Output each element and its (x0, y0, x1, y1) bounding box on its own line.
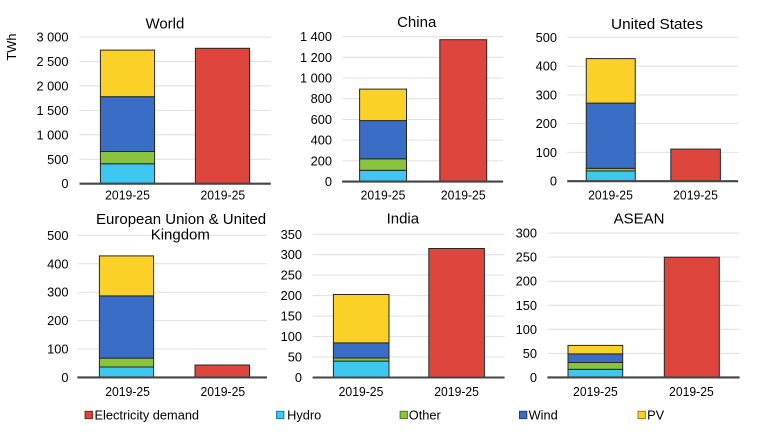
svg-text:2019-25: 2019-25 (200, 188, 245, 203)
svg-text:Kingdom: Kingdom (151, 227, 210, 244)
svg-text:350: 350 (281, 227, 302, 242)
svg-text:500: 500 (536, 30, 557, 45)
svg-text:Electricity demand: Electricity demand (95, 408, 200, 423)
svg-text:200: 200 (516, 274, 537, 289)
svg-text:0: 0 (530, 370, 537, 385)
svg-text:100: 100 (536, 145, 557, 160)
svg-text:Wind: Wind (529, 408, 558, 423)
svg-text:1 000: 1 000 (36, 127, 68, 142)
svg-text:2019-25: 2019-25 (673, 188, 718, 203)
svg-text:1 500: 1 500 (36, 103, 68, 118)
svg-text:200: 200 (536, 116, 557, 131)
svg-text:200: 200 (311, 153, 332, 168)
svg-text:PV: PV (647, 408, 665, 423)
svg-text:2019-25: 2019-25 (441, 188, 486, 203)
svg-text:ASEAN: ASEAN (614, 211, 665, 228)
svg-text:Hydro: Hydro (287, 408, 321, 423)
svg-text:150: 150 (281, 309, 302, 324)
svg-text:400: 400 (47, 256, 68, 271)
svg-text:Other: Other (409, 408, 442, 423)
svg-text:2019-25: 2019-25 (339, 384, 384, 399)
svg-text:0: 0 (550, 174, 557, 189)
svg-text:100: 100 (516, 322, 537, 337)
svg-text:World: World (145, 16, 184, 33)
svg-text:50: 50 (523, 346, 537, 361)
svg-text:2019-25: 2019-25 (105, 188, 150, 203)
svg-text:2019-25: 2019-25 (434, 384, 479, 399)
svg-text:250: 250 (281, 268, 302, 283)
svg-text:TWh: TWh (4, 33, 19, 60)
svg-text:2019-25: 2019-25 (361, 188, 406, 203)
svg-text:600: 600 (311, 112, 332, 127)
svg-text:2 500: 2 500 (36, 54, 68, 69)
svg-text:United States: United States (611, 16, 703, 33)
svg-text:400: 400 (311, 133, 332, 148)
svg-text:2019-25: 2019-25 (588, 188, 633, 203)
svg-text:China: China (397, 14, 437, 31)
svg-text:2 000: 2 000 (36, 78, 68, 93)
svg-text:200: 200 (281, 288, 302, 303)
svg-text:300: 300 (516, 226, 537, 241)
svg-text:100: 100 (281, 329, 302, 344)
svg-text:2019-25: 2019-25 (200, 384, 245, 399)
svg-text:150: 150 (516, 298, 537, 313)
svg-text:100: 100 (47, 342, 68, 357)
svg-text:50: 50 (288, 350, 302, 365)
svg-text:2019-25: 2019-25 (669, 384, 714, 399)
svg-text:300: 300 (536, 87, 557, 102)
svg-text:200: 200 (47, 313, 68, 328)
svg-text:0: 0 (61, 176, 68, 191)
svg-text:3 000: 3 000 (36, 30, 68, 45)
svg-text:1 000: 1 000 (300, 71, 332, 86)
svg-text:0: 0 (61, 370, 68, 385)
svg-text:2019-25: 2019-25 (105, 384, 150, 399)
svg-text:0: 0 (325, 174, 332, 189)
svg-text:India: India (387, 211, 420, 228)
svg-text:1 200: 1 200 (300, 50, 332, 65)
svg-text:400: 400 (536, 59, 557, 74)
svg-text:800: 800 (311, 91, 332, 106)
svg-text:300: 300 (47, 285, 68, 300)
svg-text:250: 250 (516, 250, 537, 265)
svg-text:0: 0 (295, 370, 302, 385)
svg-text:300: 300 (281, 247, 302, 262)
svg-text:500: 500 (47, 152, 68, 167)
svg-text:European Union & United: European Union & United (96, 211, 266, 228)
svg-text:500: 500 (47, 228, 68, 243)
svg-text:2019-25: 2019-25 (573, 384, 618, 399)
svg-text:1 400: 1 400 (300, 29, 332, 44)
